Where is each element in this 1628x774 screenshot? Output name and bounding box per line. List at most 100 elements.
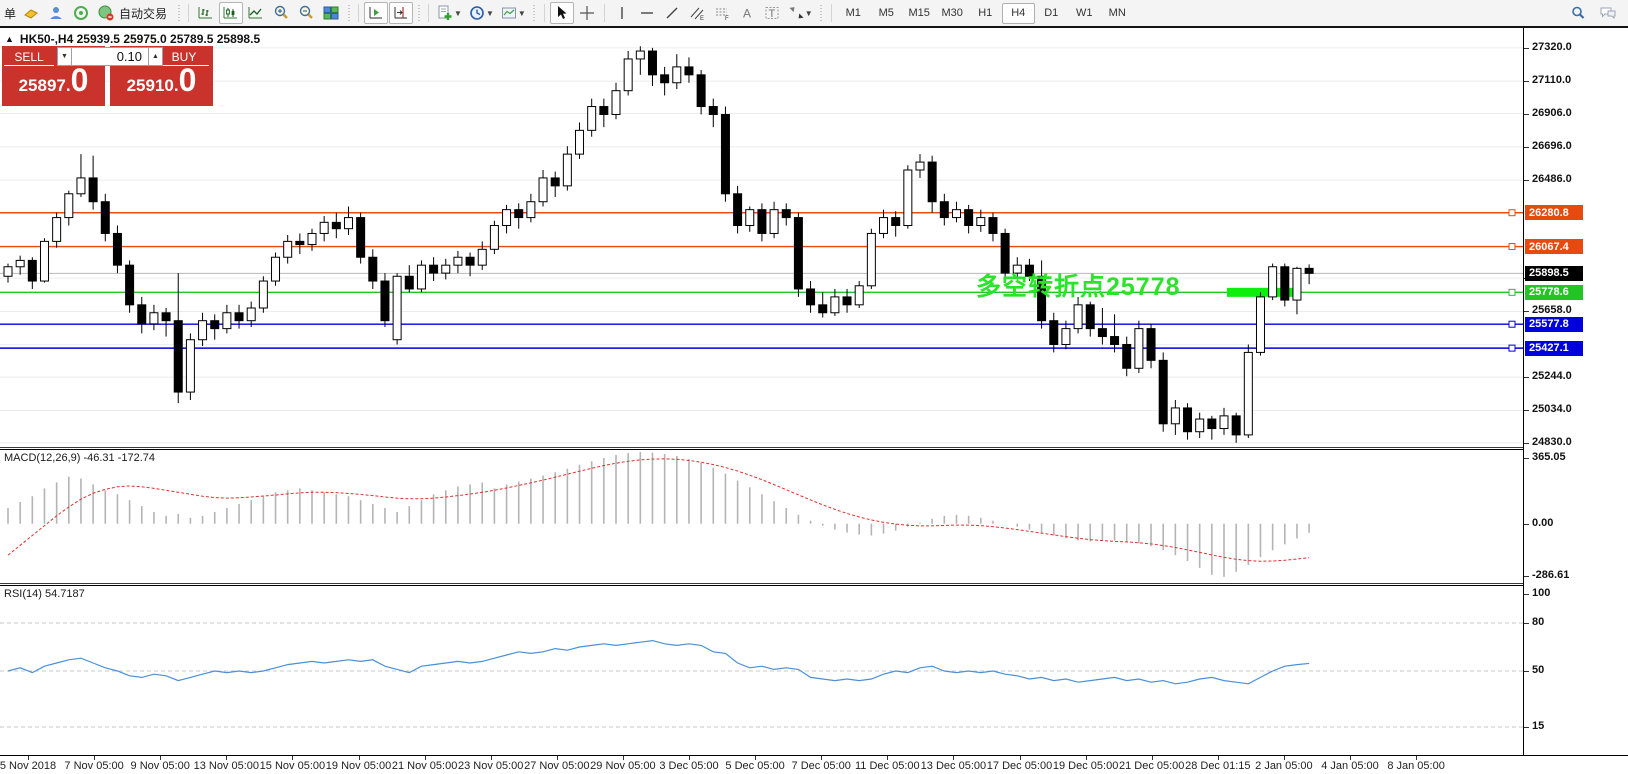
line-price-badge: 25577.8 — [1525, 316, 1583, 332]
timeframe-d1[interactable]: D1 — [1044, 7, 1059, 19]
rsi-axis-label: 100 — [1532, 587, 1551, 599]
volume-decrease-button[interactable]: ▼ — [57, 47, 72, 66]
candle-body — [1049, 320, 1059, 345]
horizontal-line-icon[interactable] — [635, 2, 659, 24]
order-menu-label[interactable]: 单 — [4, 6, 17, 21]
candle-body — [842, 296, 852, 306]
templates-button[interactable]: ▼ — [498, 2, 529, 24]
text-icon[interactable]: A — [735, 2, 759, 24]
vertical-line-icon[interactable] — [610, 2, 634, 24]
bar-chart-icon[interactable] — [194, 2, 218, 24]
timeframe-m5[interactable]: M5 — [878, 7, 894, 19]
timeframe-m1[interactable]: M1 — [845, 7, 861, 19]
pane-separator[interactable] — [0, 583, 1628, 584]
toolbar-grip[interactable] — [818, 5, 824, 21]
line-price-badge: 26280.8 — [1525, 205, 1583, 221]
buy-button[interactable]: BUY — [159, 48, 209, 66]
candlestick-chart-icon[interactable] — [219, 2, 244, 24]
price-axis-column[interactable]: 27320.027110.026906.026696.026486.025868… — [1524, 28, 1628, 774]
profile-icon[interactable] — [44, 2, 68, 24]
timeframe-h4[interactable]: H4 — [1001, 2, 1035, 24]
search-icon[interactable] — [1566, 2, 1590, 24]
candle-body — [757, 209, 767, 234]
candle-body — [465, 256, 475, 266]
collapse-panel-arrow[interactable]: ▲ — [5, 34, 14, 44]
timeframe-m15[interactable]: M15 — [908, 7, 930, 19]
toolbar-grip[interactable] — [176, 5, 182, 21]
pane-separator[interactable] — [0, 447, 1628, 448]
arrows-button[interactable]: ▼ — [785, 2, 816, 24]
axis-tick — [1524, 623, 1529, 624]
toolbar-separator — [543, 4, 545, 22]
indicators-button[interactable]: ▼ — [434, 2, 465, 24]
svg-text:T: T — [768, 8, 775, 20]
rsi-axis-label: 15 — [1532, 720, 1545, 732]
timeframe-m30[interactable]: M30 — [941, 7, 963, 19]
highlight-segment[interactable] — [1227, 287, 1299, 297]
autotrading-button[interactable]: 自动交易 — [94, 2, 173, 24]
fibonacci-icon[interactable]: F — [710, 2, 734, 24]
toolbar-grip[interactable] — [416, 5, 422, 21]
time-axis-tick — [28, 756, 29, 760]
line-chart-icon[interactable] — [244, 2, 268, 24]
candle-body — [295, 240, 305, 246]
line-anchor-marker[interactable] — [1508, 209, 1516, 217]
sell-button[interactable]: SELL — [4, 48, 54, 66]
timeframe-mn[interactable]: MN — [1108, 7, 1126, 19]
candle-body — [441, 264, 451, 274]
line-anchor-marker[interactable] — [1508, 288, 1516, 296]
candle-body — [806, 288, 816, 306]
timeframe-h1[interactable]: H1 — [978, 7, 993, 19]
price-chart-canvas[interactable] — [0, 28, 1524, 448]
candle-body — [234, 312, 244, 322]
axis-tick — [1524, 47, 1529, 49]
chevron-down-icon: ▼ — [804, 8, 813, 18]
toolbar-separator — [358, 4, 360, 22]
periods-button[interactable]: ▼ — [466, 2, 497, 24]
toolbar-separator — [428, 4, 430, 22]
cursor-icon[interactable] — [549, 2, 574, 24]
text-label-icon[interactable]: T — [760, 2, 784, 24]
pane-separator[interactable] — [0, 449, 1628, 450]
macd-pane-canvas[interactable] — [0, 449, 1524, 583]
candle-body — [125, 264, 135, 306]
line-anchor-marker[interactable] — [1508, 243, 1516, 251]
tile-windows-icon[interactable] — [319, 2, 343, 24]
rsi-pane-canvas[interactable] — [0, 585, 1524, 755]
auto-scroll-icon[interactable] — [364, 2, 389, 24]
zoom-out-icon[interactable] — [294, 2, 318, 24]
line-anchor-marker[interactable] — [1508, 344, 1516, 352]
candle-body — [988, 217, 998, 234]
time-axis-tick — [1151, 756, 1153, 760]
candle-body — [1231, 415, 1241, 436]
data-window-icon[interactable] — [69, 2, 93, 24]
line-anchor-marker[interactable] — [1508, 320, 1516, 328]
sell-price: 25897.0 — [2, 64, 105, 102]
chart-annotation-text[interactable]: 多空转折点25778 — [976, 272, 1181, 301]
one-click-trading-panel: SELL 25897.0 BUY 25910.0 ▼ 0.10 ▲ — [2, 46, 213, 106]
toolbar-grip[interactable] — [531, 5, 537, 21]
zoom-in-icon[interactable] — [269, 2, 293, 24]
pane-separator[interactable] — [0, 585, 1628, 586]
time-axis-label: 28 Dec 01:15 — [1185, 760, 1251, 772]
time-axis-label: 19 Nov 05:00 — [325, 760, 392, 772]
chat-icon[interactable] — [1596, 2, 1620, 24]
candle-body — [198, 320, 208, 341]
equidistant-channel-icon[interactable]: E — [685, 2, 709, 24]
current-price-badge: 25898.5 — [1525, 265, 1583, 281]
crosshair-icon[interactable] — [575, 2, 599, 24]
candle-body — [76, 177, 86, 195]
timeframe-w1[interactable]: W1 — [1075, 7, 1093, 19]
toolbar-grip[interactable] — [346, 5, 352, 21]
trendline-icon[interactable] — [660, 2, 684, 24]
chevron-down-icon: ▼ — [454, 8, 462, 18]
time-axis-tick — [1217, 756, 1219, 760]
volume-input[interactable]: 0.10 — [72, 47, 148, 66]
time-axis[interactable]: 5 Nov 2018 7 Nov 05:00 9 Nov 05:00 13 Nov 0… — [0, 755, 1628, 774]
time-axis-tick — [1350, 756, 1351, 760]
chart-shift-icon[interactable] — [389, 2, 414, 24]
new-order-icon[interactable] — [19, 2, 43, 24]
price-axis-label: 26906.0 — [1532, 106, 1572, 119]
volume-increase-button[interactable]: ▲ — [148, 47, 163, 66]
candle-body — [222, 312, 232, 330]
